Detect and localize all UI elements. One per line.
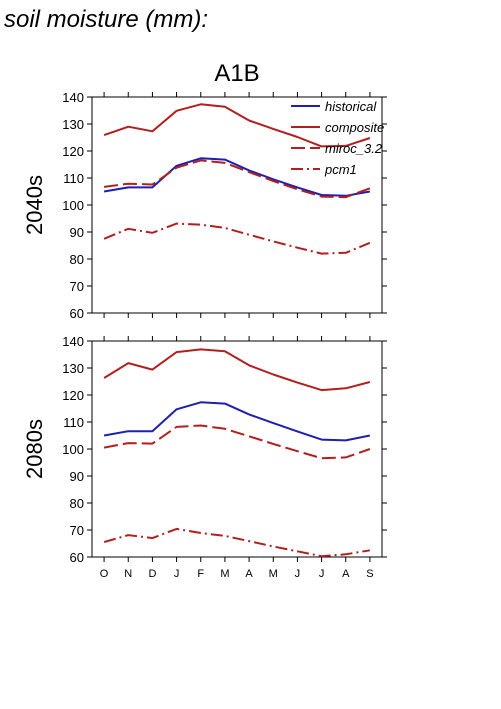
y-tick-label: 80 [70, 496, 84, 511]
y-tick-label: 100 [62, 198, 84, 213]
row-label: 2040s [22, 175, 47, 235]
x-tick-label: M [220, 568, 229, 580]
x-tick-label: A [342, 568, 350, 580]
y-tick-label: 80 [70, 252, 84, 267]
y-tick-label: 110 [63, 171, 84, 186]
y-tick-label: 120 [62, 144, 84, 159]
series-line-pcm1 [103, 222, 371, 255]
x-tick-label: J [319, 568, 325, 580]
panel-2040s: 60 70 80 90 100 110 120 130 140 2040s [22, 90, 387, 321]
plot-frame [91, 340, 383, 558]
y-tick-label: 70 [70, 279, 84, 294]
y-tick-label: 130 [62, 361, 84, 376]
y-tick-label: 60 [70, 550, 84, 565]
series-line-composite [103, 103, 371, 148]
y-tick-label: 90 [70, 225, 84, 240]
series-line-composite [103, 348, 371, 392]
y-tick-label: 140 [62, 90, 84, 105]
x-tick-label: S [366, 568, 373, 580]
figure-title: A1B [214, 60, 259, 87]
x-tick-label: N [124, 568, 132, 580]
x-tick-label: J [295, 568, 301, 580]
x-tick-label: M [269, 568, 278, 580]
x-tick-label: J [174, 568, 180, 580]
row-label: 2080s [22, 419, 47, 479]
x-tick-label: D [148, 568, 156, 580]
x-tick-label: F [197, 568, 204, 580]
y-tick-label: 110 [63, 415, 84, 430]
panel-2080s: 60 70 80 90 100 110 120 130 140 O N D J F M A M J J A S 2080s [22, 334, 387, 580]
y-tick-label: 90 [70, 469, 84, 484]
series-line-historical [103, 401, 371, 442]
legend-label-miroc-3-2: miroc_3.2 [325, 141, 383, 156]
series-line-miroc-3-2 [103, 159, 371, 199]
x-tick-label: O [100, 568, 109, 580]
y-tick-label: 120 [62, 388, 84, 403]
legend-label-historical: historical [325, 99, 377, 114]
y-tick-label: 130 [62, 117, 84, 132]
y-tick-label: 60 [70, 306, 84, 321]
legend-label-pcm1: pcm1 [324, 162, 357, 177]
legend: historical composite miroc_3.2 pcm1 [291, 99, 384, 177]
series-line-miroc-3-2 [103, 424, 371, 460]
x-tick-label: A [245, 568, 253, 580]
figure-header: soil moisture (mm): [4, 6, 208, 33]
y-tick-label: 70 [70, 523, 84, 538]
series-line-pcm1 [103, 527, 371, 558]
y-tick-label: 140 [62, 334, 84, 349]
series-line-historical [103, 157, 371, 197]
legend-label-composite: composite [325, 120, 384, 135]
y-tick-label: 100 [62, 442, 84, 457]
